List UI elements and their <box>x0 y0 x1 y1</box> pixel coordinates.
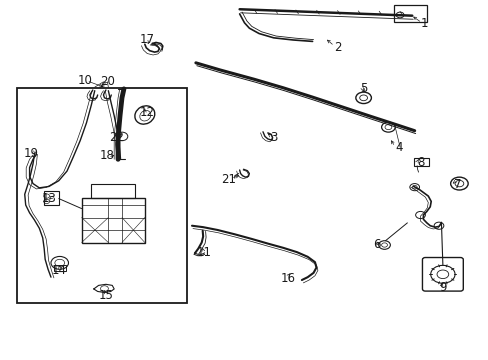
Text: 1: 1 <box>420 17 427 30</box>
Text: 2: 2 <box>333 41 341 54</box>
Bar <box>413 158 428 166</box>
Text: 12: 12 <box>140 106 154 120</box>
Text: 9: 9 <box>438 282 446 294</box>
Text: 5: 5 <box>359 82 366 95</box>
Text: 3: 3 <box>269 131 277 144</box>
Text: 14: 14 <box>51 264 66 276</box>
Bar <box>91 184 135 198</box>
Text: 16: 16 <box>280 272 295 285</box>
Text: 7: 7 <box>453 178 460 191</box>
Text: 20: 20 <box>100 75 115 88</box>
Text: 10: 10 <box>78 74 92 87</box>
Text: 13: 13 <box>41 192 56 205</box>
Text: 21: 21 <box>221 173 236 186</box>
Text: 15: 15 <box>98 288 113 302</box>
Text: 6: 6 <box>372 238 380 251</box>
Text: 8: 8 <box>416 156 423 169</box>
Text: 18: 18 <box>100 149 115 162</box>
Text: 17: 17 <box>140 33 154 46</box>
Bar <box>81 198 144 243</box>
Bar <box>54 265 65 271</box>
Text: 11: 11 <box>197 246 212 258</box>
Text: 22: 22 <box>109 131 124 144</box>
Bar <box>44 192 59 205</box>
Bar <box>393 5 427 22</box>
Text: 19: 19 <box>24 147 39 160</box>
Bar <box>17 88 187 303</box>
Text: 4: 4 <box>395 141 402 154</box>
